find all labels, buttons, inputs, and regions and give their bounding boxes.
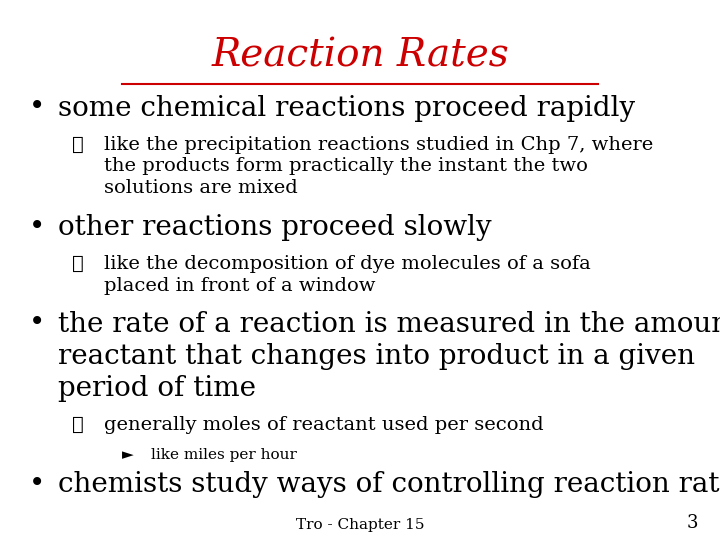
Text: •: • [29, 310, 45, 338]
Text: like the precipitation reactions studied in Chp 7, where
the products form pract: like the precipitation reactions studied… [104, 136, 654, 197]
Text: ►: ► [122, 448, 134, 462]
Text: 3: 3 [687, 514, 698, 532]
Text: •: • [29, 214, 45, 241]
Text: the rate of a reaction is measured in the amount of
reactant that changes into p: the rate of a reaction is measured in th… [58, 310, 720, 402]
Text: like the decomposition of dye molecules of a sofa
placed in front of a window: like the decomposition of dye molecules … [104, 255, 591, 295]
Text: other reactions proceed slowly: other reactions proceed slowly [58, 214, 491, 241]
Text: •: • [29, 94, 45, 122]
Text: generally moles of reactant used per second: generally moles of reactant used per sec… [104, 416, 544, 434]
Text: ✓: ✓ [72, 255, 84, 273]
Text: some chemical reactions proceed rapidly: some chemical reactions proceed rapidly [58, 94, 635, 122]
Text: ✓: ✓ [72, 136, 84, 153]
Text: chemists study ways of controlling reaction rates: chemists study ways of controlling react… [58, 471, 720, 498]
Text: ✓: ✓ [72, 416, 84, 434]
Text: •: • [29, 471, 45, 498]
Text: like miles per hour: like miles per hour [151, 448, 297, 462]
Text: Reaction Rates: Reaction Rates [211, 38, 509, 75]
Text: Tro - Chapter 15: Tro - Chapter 15 [296, 518, 424, 532]
